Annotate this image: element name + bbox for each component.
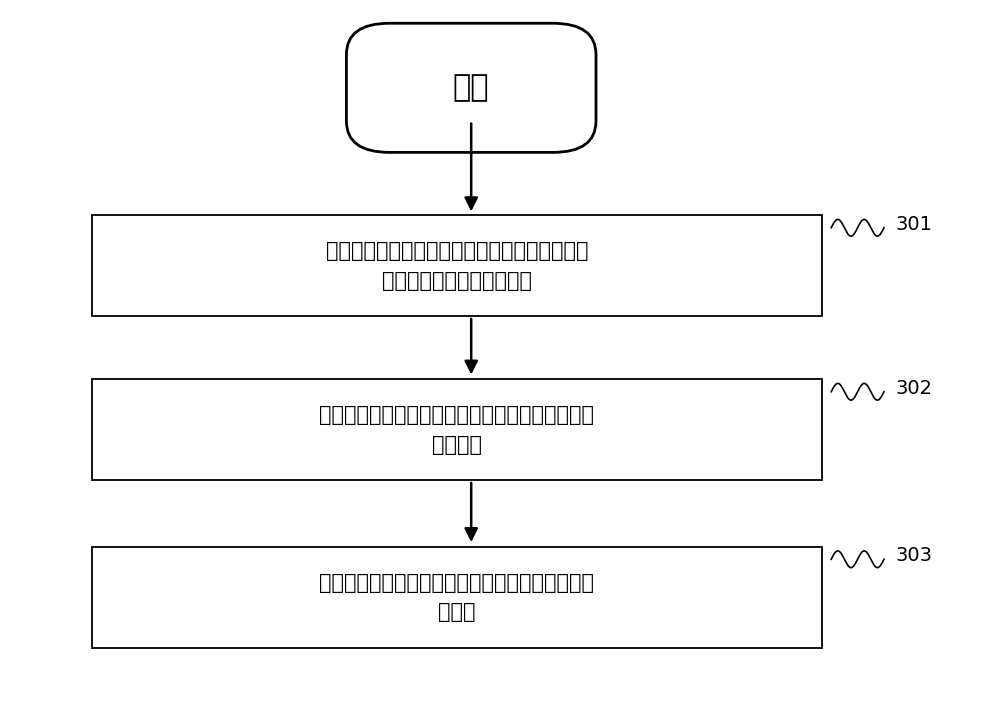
Text: 301: 301 bbox=[896, 214, 933, 234]
Text: 对射光栅检测烟丝喂料机烟丝储仓中烟丝的料位
并向控制装置发送料位信号: 对射光栅检测烟丝喂料机烟丝储仓中烟丝的料位 并向控制装置发送料位信号 bbox=[326, 241, 588, 291]
Text: 控制装置在收到料位信号后向皮带秤控制装置发送
控制信号: 控制装置在收到料位信号后向皮带秤控制装置发送 控制信号 bbox=[319, 405, 594, 454]
Text: 302: 302 bbox=[896, 379, 933, 398]
FancyBboxPatch shape bbox=[92, 379, 822, 481]
Text: 皮带秤控制装置根据控制信号调节皮带秤的烟丝输
送流量: 皮带秤控制装置根据控制信号调节皮带秤的烟丝输 送流量 bbox=[319, 572, 594, 622]
Text: 开始: 开始 bbox=[453, 73, 489, 103]
FancyBboxPatch shape bbox=[346, 23, 596, 153]
FancyBboxPatch shape bbox=[92, 547, 822, 648]
Text: 303: 303 bbox=[896, 546, 933, 566]
FancyBboxPatch shape bbox=[92, 215, 822, 316]
